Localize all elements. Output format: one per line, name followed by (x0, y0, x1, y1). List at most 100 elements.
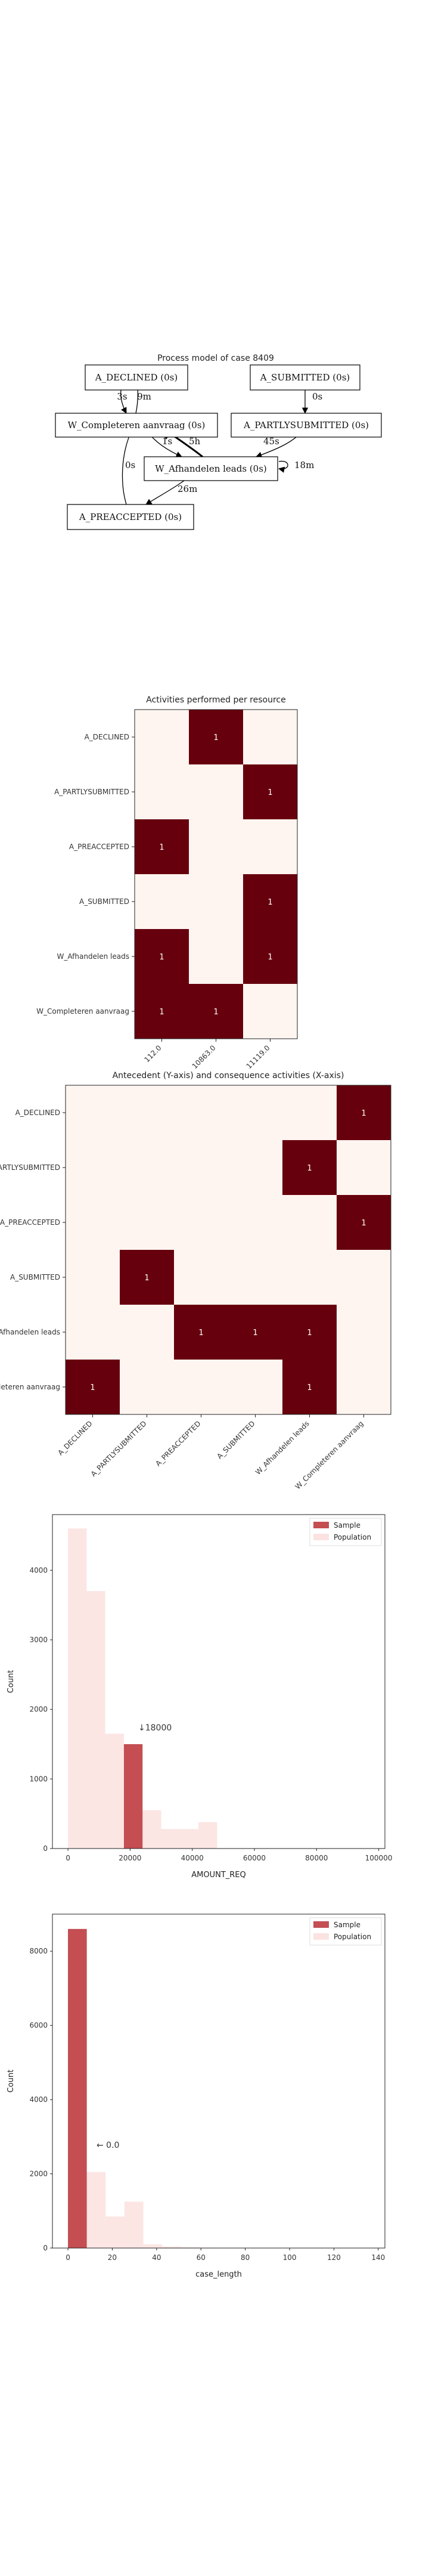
heatmap-cell (189, 819, 243, 874)
y-tick-label: W_Afhandelen leads (0, 1328, 60, 1336)
x-tick-label: 140 (371, 2253, 385, 2262)
heatmap-cell (120, 1250, 174, 1305)
edge-label: 45s (263, 436, 279, 447)
legend-swatch-sample (313, 1522, 329, 1528)
sample-bar (68, 1928, 87, 2248)
node-partly: A_PARTLYSUBMITTED (0s) (231, 413, 382, 438)
x-tick-label: 120 (327, 2253, 341, 2262)
heatmap-cell (337, 1305, 391, 1360)
population-bar (105, 2216, 125, 2248)
heatmap-cell (189, 764, 243, 819)
x-tick-label: 0 (66, 2253, 70, 2262)
heatmap-cell (189, 874, 243, 929)
y-tick-label: W_Afhandelen leads (57, 952, 129, 961)
cell-value-label: 1 (361, 1219, 366, 1228)
legend-swatch-sample (313, 1921, 329, 1928)
x-tick-label: 20 (108, 2253, 117, 2262)
cell-value-label: 1 (159, 843, 164, 852)
chart-title: Activities performed per resource (146, 695, 285, 705)
population-bar (143, 2244, 163, 2248)
heatmap-cell (189, 984, 243, 1039)
cell-value-label: 1 (213, 1008, 218, 1017)
y-axis-label: Count (7, 2070, 15, 2093)
cell-value-label: 1 (268, 898, 272, 907)
cell-value-label: 1 (198, 1329, 203, 1337)
heatmap-cell (282, 1250, 337, 1305)
legend-label-sample: Sample (334, 1921, 360, 1929)
population-bar (181, 2247, 200, 2248)
heatmap-cell (120, 1195, 174, 1250)
heatmap-cell (228, 1085, 282, 1140)
y-tick-label: 1000 (29, 1775, 48, 1783)
edge-label: 0s (125, 460, 135, 470)
x-axis-label: case_length (195, 2270, 242, 2279)
case-length-histogram: 0 20 40 60 80 100 120 140 0 2000 4000 6000 8000 case_… (7, 1914, 386, 2279)
svg-text:W_Completeren aanvraag (0s): W_Completeren aanvraag (0s) (68, 420, 206, 431)
heatmap-cell (135, 984, 189, 1039)
sample-bar (123, 1744, 143, 1849)
heatmap-cell (337, 1085, 391, 1140)
heatmap-cell (174, 1305, 228, 1360)
heatmap-cell (174, 1140, 228, 1195)
y-tick-label: 0 (43, 2244, 48, 2252)
x-tick-label: 40 (152, 2253, 161, 2262)
cell-value-label: 1 (307, 1329, 312, 1337)
x-tick-label: 80000 (305, 1854, 328, 1862)
x-tick-label: 0 (66, 1854, 70, 1862)
x-axis-label: AMOUNT_REQ (191, 1871, 246, 1880)
cell-value-label: 1 (253, 1329, 257, 1337)
svg-text:W_Afhandelen leads (0s): W_Afhandelen leads (0s) (155, 463, 267, 474)
y-tick-label: 3000 (29, 1636, 48, 1644)
edge-label: 18m (294, 460, 314, 470)
y-tick-label: 4000 (29, 2095, 48, 2104)
edge-preaccepted-completeren (122, 426, 134, 516)
legend-swatch-population (313, 1933, 329, 1940)
edge-label: 5h (189, 436, 201, 447)
y-tick-label: A_PARTLYSUBMITTED (0, 1163, 60, 1172)
plot-frame (52, 1914, 386, 2249)
chart-title: Antecedent (Y-axis) and consequence acti… (113, 1071, 344, 1080)
y-tick-label: 2000 (29, 1705, 48, 1714)
heatmap-cell (174, 1250, 228, 1305)
x-tick-label: 80 (241, 2253, 250, 2262)
cell-value-label: 1 (90, 1383, 95, 1392)
y-tick-label: 6000 (29, 2021, 48, 2030)
node-declined: A_DECLINED (0s) (85, 364, 188, 391)
heatmap-cell (66, 1250, 120, 1305)
node-afhandelen: W_Afhandelen leads (0s) (144, 456, 278, 481)
heatmap-cell (189, 929, 243, 984)
heatmap-cell (243, 984, 297, 1039)
population-bar (86, 1591, 105, 1849)
edge-label: 9m (137, 391, 151, 402)
heatmap-cell (337, 1140, 391, 1195)
edge-label: 3s (117, 391, 127, 402)
y-tick-label: 4000 (29, 1566, 48, 1574)
x-tick-label: 40000 (181, 1854, 204, 1862)
heatmap-cell (66, 1195, 120, 1250)
y-tick-label: A_PARTLYSUBMITTED (54, 788, 129, 796)
x-tick-label: 11119.0 (245, 1044, 272, 1070)
population-bar (86, 2172, 106, 2248)
svg-text:A_PREACCEPTED (0s): A_PREACCEPTED (0s) (79, 512, 182, 522)
heatmap-cell (228, 1305, 282, 1360)
cell-value-label: 1 (159, 1008, 164, 1017)
heatmap-cell (282, 1195, 337, 1250)
heatmap-cell (228, 1360, 282, 1414)
heatmap-cell (337, 1360, 391, 1414)
population-bar (142, 1810, 161, 1849)
heatmap-cell (135, 874, 189, 929)
edge-afhandelen-self (278, 460, 288, 473)
heatmap-cell (282, 1305, 337, 1360)
cell-value-label: 1 (213, 733, 218, 742)
heatmap-cell (66, 1305, 120, 1360)
heatmap-cell (135, 929, 189, 984)
heatmap-cell (174, 1195, 228, 1250)
x-tick-label: 10863.0 (191, 1044, 217, 1070)
heatmap-cell (135, 764, 189, 819)
cell-value-label: 1 (144, 1274, 149, 1283)
x-tick-label: A_DECLINED (56, 1419, 94, 1457)
svg-text:A_PARTLYSUBMITTED (0s): A_PARTLYSUBMITTED (0s) (243, 420, 369, 431)
heatmap-cell (243, 710, 297, 764)
y-tick-label: W_Completeren aanvraag (36, 1007, 129, 1015)
y-tick-label: 0 (43, 1844, 48, 1853)
